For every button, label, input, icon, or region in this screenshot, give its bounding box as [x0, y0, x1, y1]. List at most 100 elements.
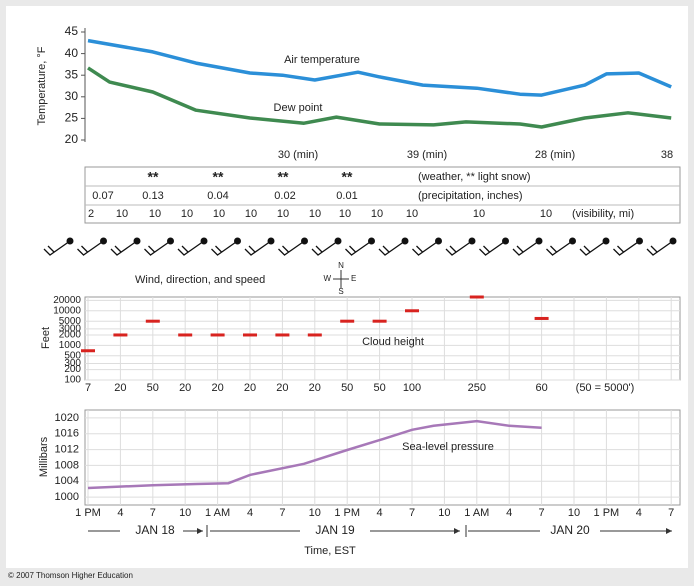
x-tick-label: 7 [409, 507, 415, 519]
cloud-dash [178, 333, 193, 337]
station [669, 237, 677, 245]
x-tick-label: 1 AM [464, 507, 489, 519]
y-tick-label: 20 [65, 132, 79, 146]
y-tick-label: 1000 [59, 340, 82, 351]
visibility: 10 [277, 208, 289, 220]
station [301, 237, 308, 245]
y-axis-label: Feet [40, 327, 52, 349]
chart-label: Sea-level pressure [402, 441, 494, 453]
wind-barb [445, 240, 473, 256]
visibility: 10 [213, 208, 225, 220]
line [87, 38, 672, 97]
table-frame [84, 166, 681, 224]
value-label: 100 [403, 382, 421, 394]
line [87, 419, 542, 490]
y-tick-label: 1020 [55, 412, 79, 424]
y-tick-label: 200 [64, 364, 81, 375]
x-tick-label: 1 PM [75, 507, 101, 519]
x-tick-label: 10 [438, 507, 450, 519]
station [468, 237, 476, 245]
y-tick-label: 10000 [53, 305, 81, 316]
x-tick-label: 10 [568, 507, 580, 519]
x-tick-label: 4 [117, 507, 123, 519]
x-tick-label: 1 PM [334, 507, 360, 519]
x-axis-label: Time, EST [304, 545, 356, 557]
station [636, 237, 643, 245]
annotation: 39 (min) [407, 149, 447, 161]
visibility: 10 [181, 208, 193, 220]
station [569, 237, 576, 245]
y-tick-label: 300 [64, 358, 81, 369]
value-label: 20 [276, 382, 288, 394]
wind-barb [345, 240, 372, 256]
annotation: 28 (min) [535, 149, 575, 161]
station [200, 237, 208, 245]
precipitation: 0.02 [274, 190, 295, 202]
cloud-dash [372, 319, 387, 323]
wind-barb [110, 240, 138, 256]
compass-letter: N [338, 261, 344, 270]
value-label: 60 [535, 382, 547, 394]
y-tick-label: 1016 [55, 428, 79, 440]
cloud-dash [113, 333, 128, 337]
arrow-head [666, 528, 672, 534]
x-tick-label: 7 [150, 507, 156, 519]
y-tick-label: 500 [64, 350, 81, 361]
precipitation: 0.01 [336, 190, 357, 202]
footer: © 2007 Thomson Higher Education [8, 571, 133, 580]
wind-barb [378, 240, 406, 256]
station [267, 237, 275, 245]
station [368, 237, 375, 245]
cloud-dash [81, 349, 95, 353]
wind-barb [546, 240, 573, 256]
value-label: 7 [85, 382, 91, 394]
visibility: 10 [116, 208, 128, 220]
weather: ** [148, 169, 159, 185]
y-tick-label: 40 [65, 46, 79, 60]
value-label: 20 [179, 382, 191, 394]
wind-barb [479, 240, 506, 256]
station [502, 237, 509, 245]
row-label: (visibility, mi) [572, 208, 634, 220]
weather: ** [278, 169, 289, 185]
y-tick-label: 5000 [59, 316, 82, 327]
precipitation: 0.07 [92, 190, 113, 202]
x-tick-label: 4 [636, 507, 642, 519]
station [401, 237, 409, 245]
row-label: (precipitation, inches) [418, 190, 523, 202]
wind-barb [278, 240, 305, 256]
visibility: 10 [540, 208, 552, 220]
wind-barb [412, 240, 439, 256]
y-tick-label: 3000 [59, 324, 82, 335]
y-tick-label: 1004 [55, 475, 79, 487]
visibility: 10 [406, 208, 418, 220]
date-label: JAN 20 [550, 523, 590, 537]
wind-barb [144, 240, 171, 256]
visibility: 10 [339, 208, 351, 220]
station [167, 237, 174, 245]
cloud-dash [340, 319, 355, 323]
annotation: 38 [661, 149, 673, 161]
station [435, 237, 442, 245]
note: (50 = 5000') [576, 382, 635, 394]
cloud-dash [145, 319, 160, 323]
x-tick-label: 4 [247, 507, 253, 519]
station [334, 237, 342, 245]
y-tick-label: 30 [65, 89, 79, 103]
station [234, 237, 241, 245]
station [66, 237, 74, 245]
y-axis-label: Temperature, °F [36, 46, 48, 125]
wind-barb [646, 240, 674, 256]
series-label: Dew point [274, 102, 323, 114]
station [100, 237, 107, 245]
compass-letter: E [351, 274, 356, 283]
visibility: 10 [473, 208, 485, 220]
wind-barb [177, 240, 205, 256]
y-tick-label: 45 [65, 24, 79, 38]
wind-barb [43, 240, 71, 256]
x-tick-label: 7 [668, 507, 674, 519]
wind-barb [244, 240, 272, 256]
value-label: 20 [211, 382, 223, 394]
